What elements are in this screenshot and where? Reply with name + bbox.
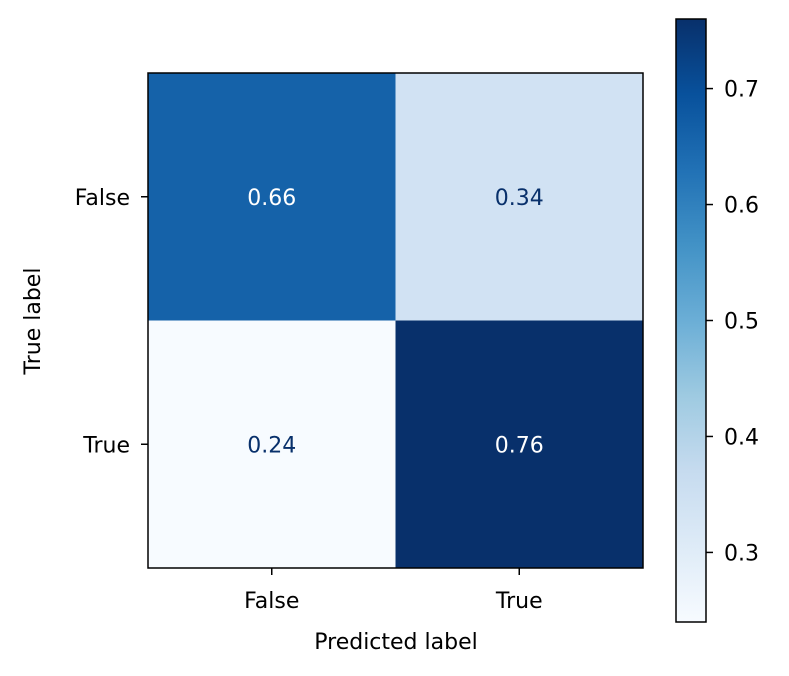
heatmap-cell: [148, 73, 396, 321]
cell-value-labels: 0.66 0.34 0.24 0.76: [247, 186, 543, 459]
plot-frame: [147, 72, 644, 569]
y-axis-label: True label: [21, 268, 46, 376]
cell-value-label: 0.66: [247, 186, 296, 211]
colorbar-tick-label: 0.3: [724, 541, 759, 566]
heatmap-cell: [395, 320, 643, 568]
colorbar-tick-label: 0.5: [724, 310, 759, 335]
y-tick-label: False: [75, 186, 130, 211]
colorbar-ticks: 0.3 0.4 0.5 0.6 0.7: [706, 78, 759, 566]
x-axis-label: Predicted label: [314, 630, 477, 655]
x-tick-label: False: [244, 589, 299, 614]
y-axis-ticks: False True: [75, 186, 148, 458]
colorbar-tick-label: 0.4: [724, 425, 759, 450]
cell-value-label: 0.34: [495, 186, 544, 211]
heatmap-cell: [148, 320, 396, 568]
x-axis-ticks: False True: [244, 568, 543, 614]
x-tick-label: True: [495, 589, 543, 614]
heatmap-cell: [395, 73, 643, 321]
cell-value-label: 0.76: [495, 433, 544, 458]
cell-value-label: 0.24: [247, 433, 296, 458]
colorbar-tick-label: 0.7: [724, 78, 759, 103]
heatmap-cells: [148, 73, 643, 568]
colorbar-tick-label: 0.6: [724, 194, 759, 219]
y-tick-label: True: [82, 433, 130, 458]
colorbar: [675, 18, 707, 623]
